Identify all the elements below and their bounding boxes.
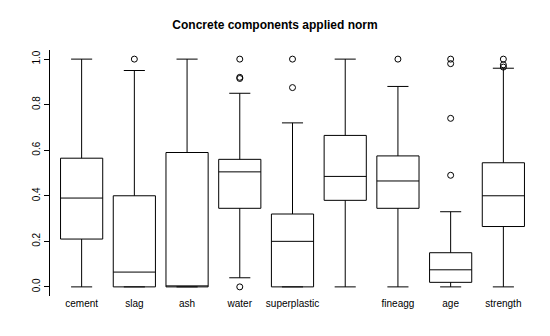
svg-text:0.4: 0.4 xyxy=(31,187,42,201)
svg-text:superplastic: superplastic xyxy=(266,298,319,309)
svg-text:slag: slag xyxy=(125,298,143,309)
svg-text:Concrete components applied no: Concrete components applied norm xyxy=(172,18,377,32)
svg-text:fineagg: fineagg xyxy=(382,298,415,309)
svg-text:0.6: 0.6 xyxy=(31,141,42,155)
svg-text:strength: strength xyxy=(485,298,521,309)
svg-text:0.2: 0.2 xyxy=(31,232,42,246)
svg-text:0.0: 0.0 xyxy=(31,278,42,292)
svg-text:cement: cement xyxy=(65,298,98,309)
svg-text:0.8: 0.8 xyxy=(31,96,42,110)
svg-text:water: water xyxy=(227,298,253,309)
svg-text:1.0: 1.0 xyxy=(31,50,42,64)
svg-text:age: age xyxy=(442,298,459,309)
svg-text:ash: ash xyxy=(179,298,195,309)
